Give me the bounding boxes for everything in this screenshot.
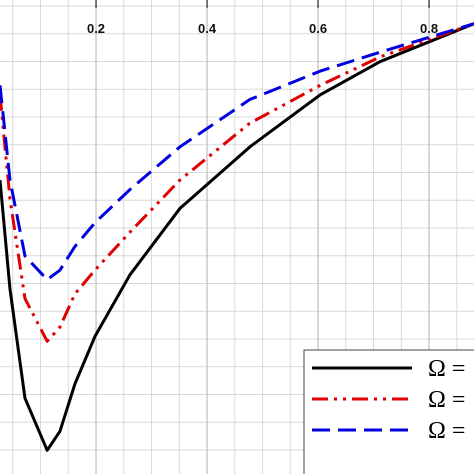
- legend-label: Ω =: [428, 418, 465, 444]
- x-tick-label: 0.4: [198, 21, 217, 36]
- legend: Ω = Ω = Ω =: [303, 349, 474, 474]
- legend-label: Ω =: [428, 387, 465, 413]
- legend-box: [303, 349, 474, 474]
- ticks: 0.2 0.4 0.6 0.8: [87, 0, 438, 36]
- x-tick-label: 0.2: [87, 21, 105, 36]
- series-line: [0, 22, 474, 452]
- legend-label: Ω =: [428, 356, 465, 382]
- x-tick-label: 0.6: [309, 21, 327, 36]
- series-line: [0, 22, 474, 282]
- x-tick-label: 0.8: [420, 21, 438, 36]
- lines: [0, 22, 474, 452]
- series-line: [0, 22, 474, 343]
